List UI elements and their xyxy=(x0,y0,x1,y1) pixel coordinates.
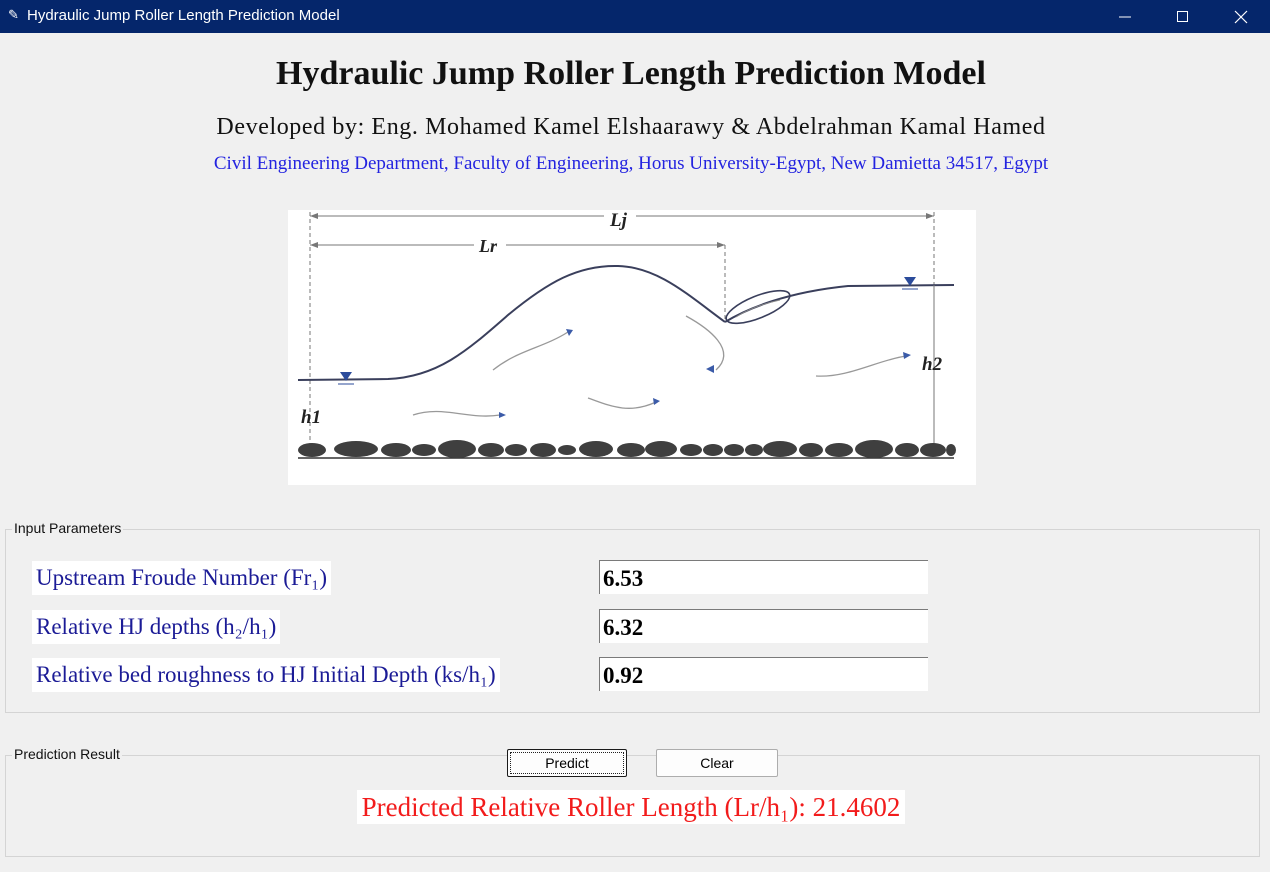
relative-depths-label: Relative HJ depths (h₂/h₁) xyxy=(32,610,281,644)
developers-line: Developed by: Eng. Mohamed Kamel Elshaar… xyxy=(216,114,1046,140)
prediction-result-title: Prediction Result xyxy=(12,746,122,762)
lj-label: Lj xyxy=(609,210,628,231)
affiliation-line: Civil Engineering Department, Faculty of… xyxy=(213,153,1049,174)
maximize-icon xyxy=(1177,10,1188,22)
app-title: Hydraulic Jump Roller Length Prediction … xyxy=(276,55,986,92)
minimize-button[interactable] xyxy=(1096,0,1154,33)
prediction-result-frame xyxy=(5,755,1260,857)
clear-button[interactable]: Clear xyxy=(656,749,778,777)
close-icon xyxy=(1234,10,1248,23)
h1-label: h1 xyxy=(301,407,321,428)
froude-number-input[interactable] xyxy=(599,560,928,594)
window-titlebar: ✎ Hydraulic Jump Roller Length Predictio… xyxy=(0,0,1270,33)
input-parameters-title: Input Parameters xyxy=(12,520,124,536)
predict-button[interactable]: Predict xyxy=(507,749,627,777)
lr-label: Lr xyxy=(478,236,498,256)
clear-button-label: Clear xyxy=(700,755,734,771)
minimize-icon xyxy=(1119,16,1131,17)
focus-ring xyxy=(510,752,624,774)
hydraulic-jump-diagram: Lj Lr h1 h2 xyxy=(288,210,976,485)
prediction-result-text: Predicted Relative Roller Length (Lr/h₁)… xyxy=(356,790,906,824)
h2-label: h2 xyxy=(922,354,943,375)
close-button[interactable] xyxy=(1212,0,1270,33)
input-parameters-frame xyxy=(5,529,1260,713)
predict-button-label: Predict xyxy=(545,755,589,771)
prediction-result: Predicted Relative Roller Length (Lr/h₁)… xyxy=(0,790,1262,824)
bed-roughness-input[interactable] xyxy=(599,657,928,691)
diagram-svg: Lj Lr h1 h2 xyxy=(297,210,956,459)
feather-icon: ✎ xyxy=(8,7,19,22)
window-title: Hydraulic Jump Roller Length Prediction … xyxy=(27,7,340,24)
froude-number-label: Upstream Froude Number (Fr₁) xyxy=(32,561,331,595)
relative-depths-input[interactable] xyxy=(599,609,928,643)
maximize-button[interactable] xyxy=(1154,0,1212,33)
bed-roughness-label: Relative bed roughness to HJ Initial Dep… xyxy=(32,658,500,692)
